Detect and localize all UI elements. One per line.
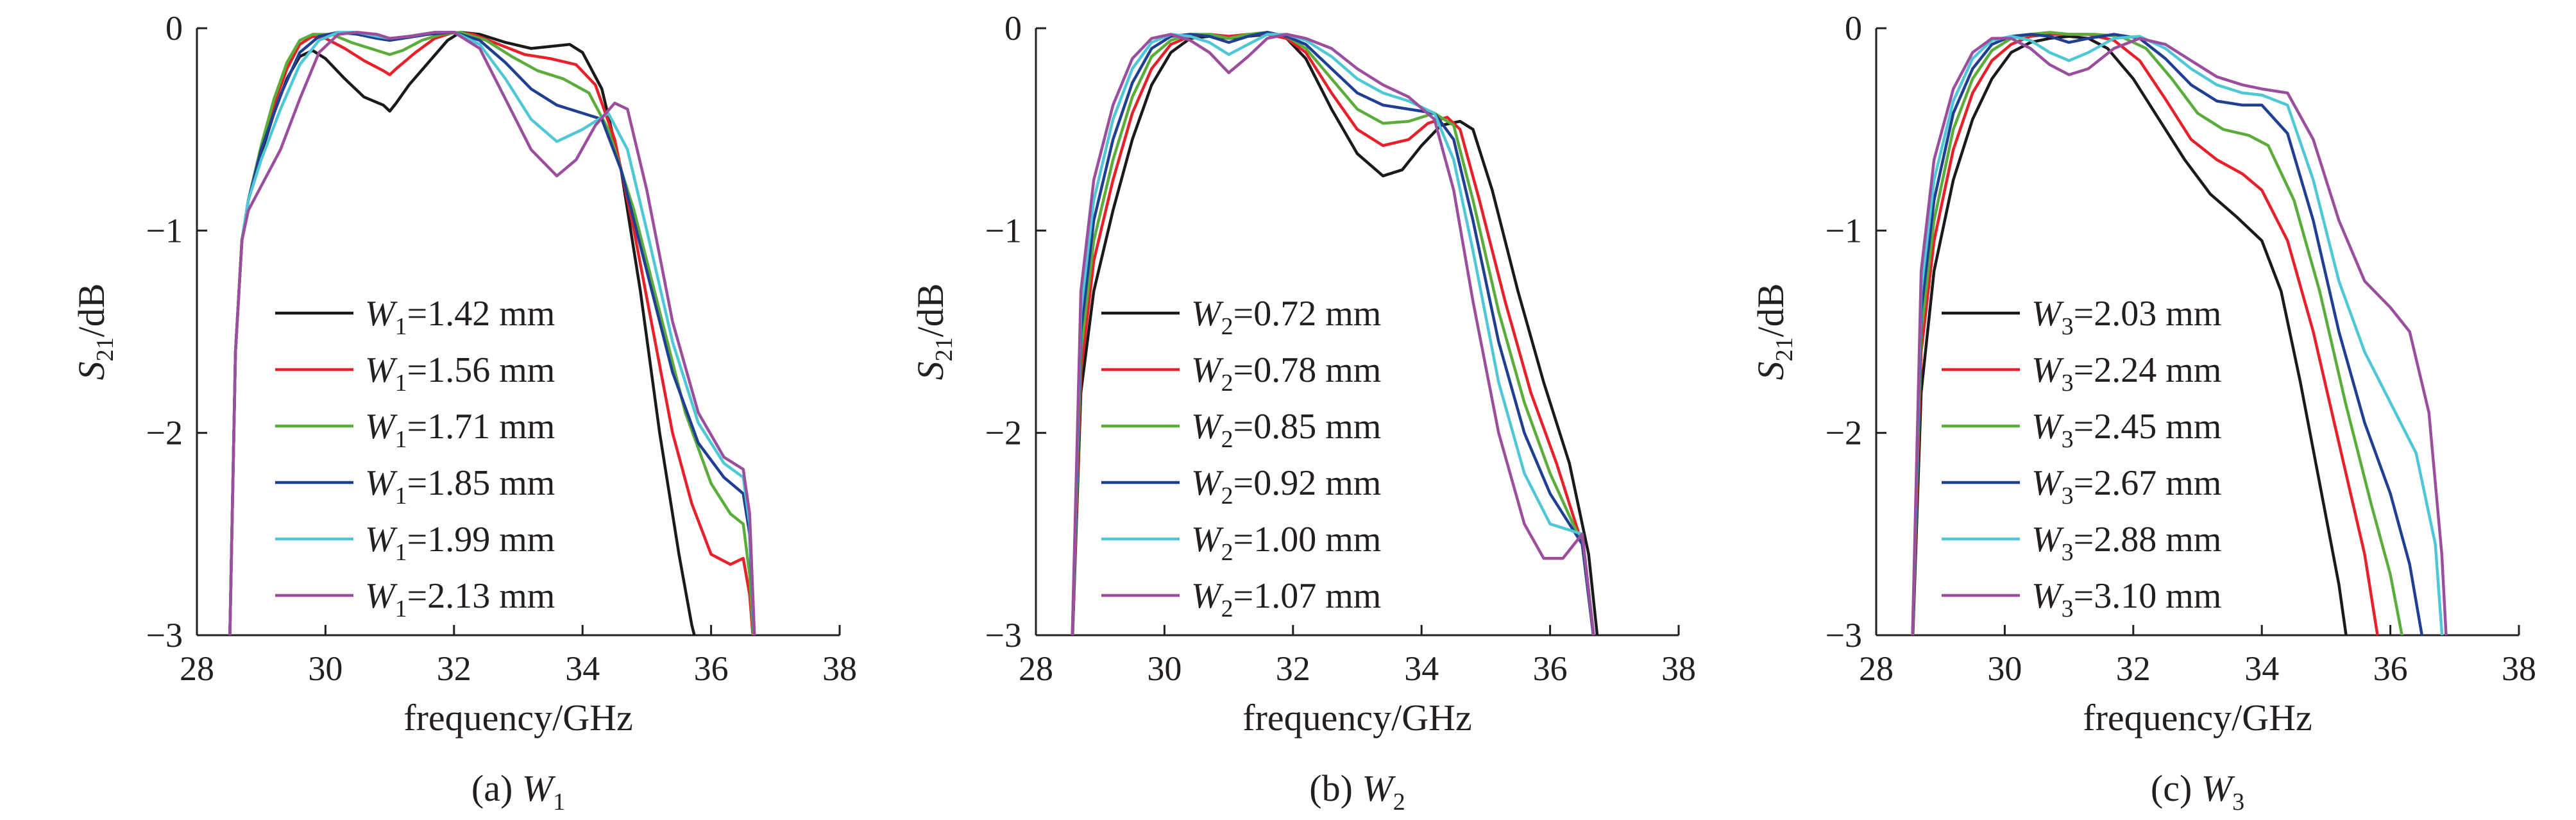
series-line-1 xyxy=(1071,33,1599,635)
x-tick-label: 32 xyxy=(1276,649,1310,688)
y-tick-label: −2 xyxy=(1826,414,1862,452)
series-line-2 xyxy=(1071,33,1595,635)
x-tick-label: 30 xyxy=(308,649,343,688)
series-group xyxy=(1911,31,2448,635)
x-tick-label: 30 xyxy=(1987,649,2022,688)
legend-label: W1=1.85 mm xyxy=(365,463,555,509)
panel-caption: (a) W1 xyxy=(471,767,565,816)
panel-caption: (b) W2 xyxy=(1309,767,1405,816)
y-tick-label: 0 xyxy=(1004,9,1022,47)
series-line-4 xyxy=(1071,31,1595,635)
x-tick-label: 28 xyxy=(1019,649,1053,688)
legend-label: W1=1.99 mm xyxy=(365,520,555,566)
series-line-6 xyxy=(228,31,756,635)
y-tick-label: 0 xyxy=(1845,9,1862,47)
x-axis-label: frequency/GHz xyxy=(1242,697,1472,739)
legend-label: W1=1.71 mm xyxy=(365,407,555,453)
panel-caption: (c) W3 xyxy=(2151,767,2244,816)
x-tick-label: 38 xyxy=(1661,649,1696,688)
x-tick-label: 34 xyxy=(2244,649,2279,688)
x-tick-label: 32 xyxy=(437,649,471,688)
legend-label: W2=1.00 mm xyxy=(1191,520,1381,566)
x-tick-label: 32 xyxy=(2116,649,2151,688)
legend-label: W1=1.42 mm xyxy=(365,294,555,340)
series-group xyxy=(228,31,756,635)
legend-label: W2=0.85 mm xyxy=(1191,407,1381,453)
legend-label: W1=1.56 mm xyxy=(365,350,555,397)
y-axis-label: S21/dB xyxy=(910,284,958,380)
y-tick-label: −2 xyxy=(985,414,1022,452)
legend-label: W3=3.10 mm xyxy=(2031,576,2221,622)
x-axis-label: frequency/GHz xyxy=(403,697,633,739)
series-line-1 xyxy=(1911,35,2348,635)
x-tick-label: 38 xyxy=(822,649,857,688)
legend: W1=1.42 mm W1=1.56 mm W1=1.71 mm W1=1.85 mm… xyxy=(275,294,555,622)
x-tick-label: 30 xyxy=(1147,649,1182,688)
y-tick-label: −1 xyxy=(1826,211,1862,250)
y-tick-label: −2 xyxy=(146,414,183,452)
chart-panel-3: 28 30 32 34 36 38 0 −1 −2 −3 frequency/GHz S21/dB W3… xyxy=(1750,9,2536,816)
legend-label: W3=2.45 mm xyxy=(2031,407,2221,453)
series-group xyxy=(1071,31,1599,635)
x-tick-label: 36 xyxy=(2373,649,2408,688)
x-tick-label: 38 xyxy=(2502,649,2536,688)
y-tick-label: −1 xyxy=(146,211,183,250)
x-tick-label: 36 xyxy=(694,649,729,688)
legend: W3=2.03 mm W3=2.24 mm W3=2.45 mm W3=2.67 mm… xyxy=(1942,294,2221,622)
legend-label: W3=2.67 mm xyxy=(2031,463,2221,509)
y-tick-label: −3 xyxy=(146,616,183,654)
legend-label: W3=2.24 mm xyxy=(2031,350,2221,397)
y-tick-label: −3 xyxy=(1826,616,1862,654)
y-tick-label: 0 xyxy=(165,9,183,47)
series-line-3 xyxy=(1071,31,1595,635)
legend-label: W2=1.07 mm xyxy=(1191,576,1381,622)
x-tick-label: 34 xyxy=(1404,649,1439,688)
legend-label: W2=0.72 mm xyxy=(1191,294,1381,340)
x-tick-label: 34 xyxy=(565,649,600,688)
legend-label: W2=0.92 mm xyxy=(1191,463,1381,509)
chart-panel-2: 28 30 32 34 36 38 0 −1 −2 −3 frequency/GHz S21/dB W2… xyxy=(910,9,1696,816)
y-tick-label: −1 xyxy=(985,211,1022,250)
legend: W2=0.72 mm W2=0.78 mm W2=0.85 mm W2=0.92 mm… xyxy=(1101,294,1381,622)
x-axis-label: frequency/GHz xyxy=(2083,697,2312,739)
legend-label: W3=2.88 mm xyxy=(2031,520,2221,566)
x-tick-label: 28 xyxy=(180,649,214,688)
y-axis-label: S21/dB xyxy=(71,284,119,380)
x-tick-label: 36 xyxy=(1533,649,1568,688)
series-line-6 xyxy=(1071,33,1595,635)
y-tick-label: −3 xyxy=(985,616,1022,654)
x-tick-label: 28 xyxy=(1859,649,1894,688)
legend-label: W1=2.13 mm xyxy=(365,576,555,622)
series-line-2 xyxy=(1911,33,2379,635)
chart-panel-1: 28 30 32 34 36 38 0 −1 −2 −3 frequency/GHz S21/dB W1… xyxy=(71,9,857,816)
legend-label: W2=0.78 mm xyxy=(1191,350,1381,397)
legend-label: W3=2.03 mm xyxy=(2031,294,2221,340)
y-axis-label: S21/dB xyxy=(1750,284,1798,380)
series-line-6 xyxy=(1911,37,2448,635)
